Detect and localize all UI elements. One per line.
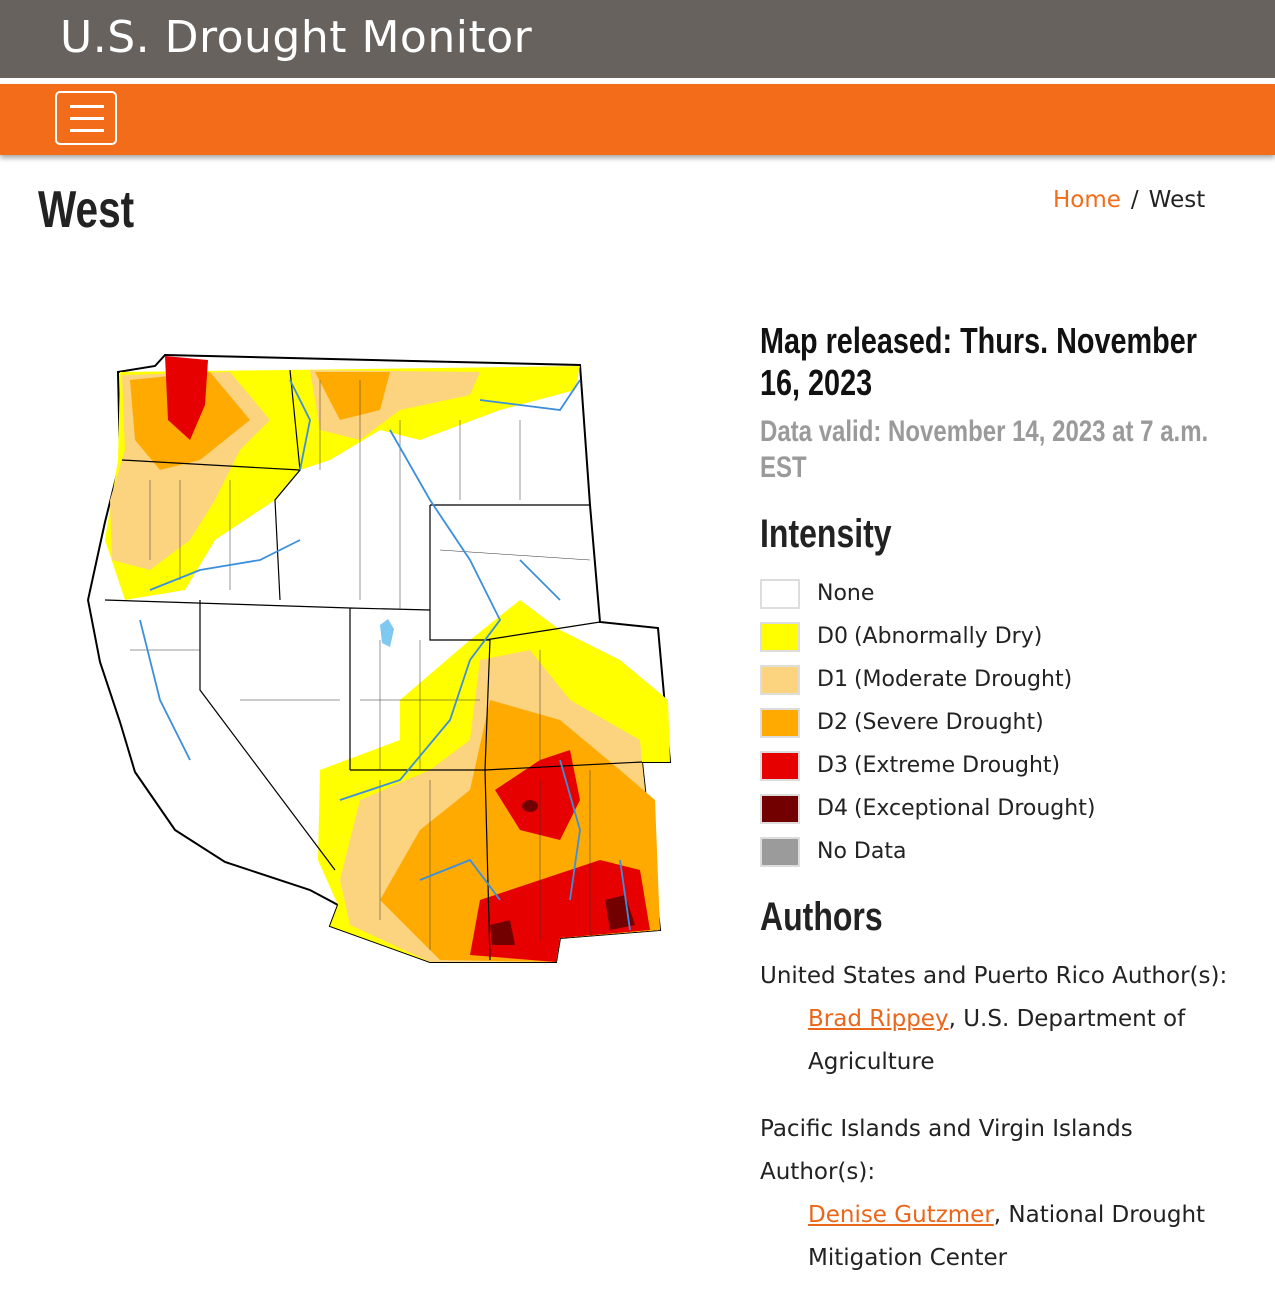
legend-title: Intensity [760,512,892,556]
author-link[interactable]: Brad Rippey [808,1006,949,1032]
author-group: United States and Puerto Rico Author(s):… [760,955,1250,1084]
legend-item: D1 (Moderate Drought) [760,658,1095,701]
drought-map [86,353,672,963]
author-group-heading: Pacific Islands and Virgin Islands Autho… [760,1116,1133,1185]
legend-item: D4 (Exceptional Drought) [760,787,1095,830]
page-title: West [38,181,135,239]
legend-label: (Severe Drought) [853,710,1044,735]
breadcrumb-separator: / [1130,187,1139,213]
site-header: U.S. Drought Monitor [0,0,1275,78]
legend-swatch [760,621,800,652]
legend-label: (Moderate Drought) [853,667,1073,692]
legend: None D0 (Abnormally Dry) D1 (Moderate Drough… [760,572,1095,873]
legend-swatch [760,750,800,781]
d2-area [315,372,390,420]
menu-button[interactable] [55,91,117,145]
legend-swatch [760,578,800,609]
d3-area [470,750,650,962]
nav-bar [0,84,1275,155]
author-affiliation: , National Drought Mitigation Center [808,1202,1206,1271]
legend-code: No Data [817,839,907,864]
legend-code: D3 [817,753,848,778]
d3-area [165,356,208,440]
author: Denise Gutzmer, National Drought Mitigat… [808,1194,1250,1280]
author-group: Pacific Islands and Virgin Islands Autho… [760,1108,1250,1280]
legend-swatch [760,664,800,695]
author-group-heading: United States and Puerto Rico Author(s): [760,963,1228,989]
legend-code: D2 [817,710,848,735]
legend-item: None [760,572,1095,615]
legend-code: D1 [817,667,848,692]
legend-item: No Data [760,830,1095,873]
breadcrumb-link[interactable]: Home [1053,187,1121,213]
legend-item: D3 (Extreme Drought) [760,744,1095,787]
author-affiliation: , U.S. Department of Agriculture [808,1006,1186,1075]
breadcrumb: Home / West [1053,187,1205,213]
author: Brad Rippey, U.S. Department of Agricult… [808,998,1250,1084]
lake [380,619,394,647]
legend-item: D2 (Severe Drought) [760,701,1095,744]
legend-code: None [817,581,875,606]
author-link[interactable]: Denise Gutzmer [808,1202,994,1228]
legend-label: (Abnormally Dry) [853,624,1043,649]
county-boundaries [130,380,591,950]
d4-area [490,800,635,945]
legend-code: D4 [817,796,848,821]
state-boundaries [104,369,643,961]
legend-swatch [760,836,800,867]
map-released: Map released: Thurs. November 16, 2023 [760,320,1197,403]
site-title[interactable]: U.S. Drought Monitor [60,12,533,63]
legend-label: (Exceptional Drought) [853,796,1096,821]
breadcrumb-current: West [1148,187,1206,213]
data-valid: Data valid: November 14, 2023 at 7 a.m. … [760,415,1209,484]
rivers [139,379,631,931]
legend-label: (Extreme Drought) [853,753,1061,778]
authors: United States and Puerto Rico Author(s):… [760,955,1250,1304]
legend-code: D0 [817,624,848,649]
legend-swatch [760,793,800,824]
legend-swatch [760,707,800,738]
authors-title: Authors [760,895,883,939]
legend-item: D0 (Abnormally Dry) [760,615,1095,658]
